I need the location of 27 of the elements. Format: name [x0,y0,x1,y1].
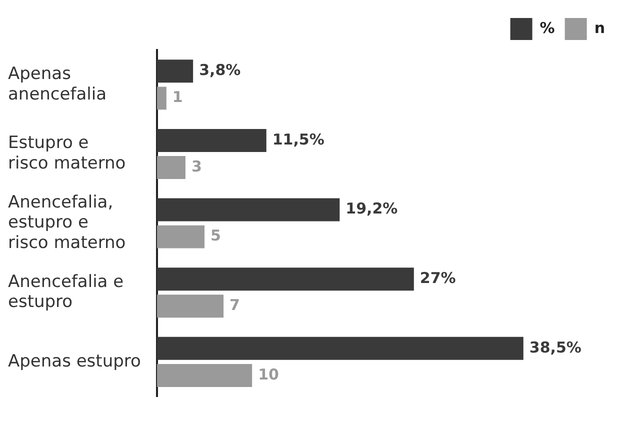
y-tick-label: Apenas anencefalia [8,64,106,104]
data-label: 1 [172,88,183,106]
bar [156,336,524,360]
y-tick-label: Anencefalia e estupro [8,272,124,312]
bar [156,156,186,179]
bar [156,86,166,110]
data-label: 3 [191,157,202,176]
data-label: 3,8% [199,61,241,80]
y-tick-label: Anencefalia, estupro e risco materno [8,192,126,254]
bar [156,128,266,152]
bar [156,364,252,387]
bar [156,60,194,83]
bar [156,268,414,291]
data-label: 27% [420,268,456,287]
legend-label: n [594,18,606,37]
data-label: 11,5% [272,130,324,148]
legend-label: % [540,18,555,37]
bar [156,225,204,248]
data-label: 19,2% [346,200,398,218]
bar [156,198,340,222]
bar [156,294,224,318]
data-label: 5 [210,226,221,245]
data-label: 7 [230,296,240,314]
data-label: 10 [258,365,279,384]
y-tick-label: Estupro e risco materno [8,133,126,174]
y-tick-label: Apenas estupro [8,351,141,372]
data-label: 38,5% [529,338,582,356]
